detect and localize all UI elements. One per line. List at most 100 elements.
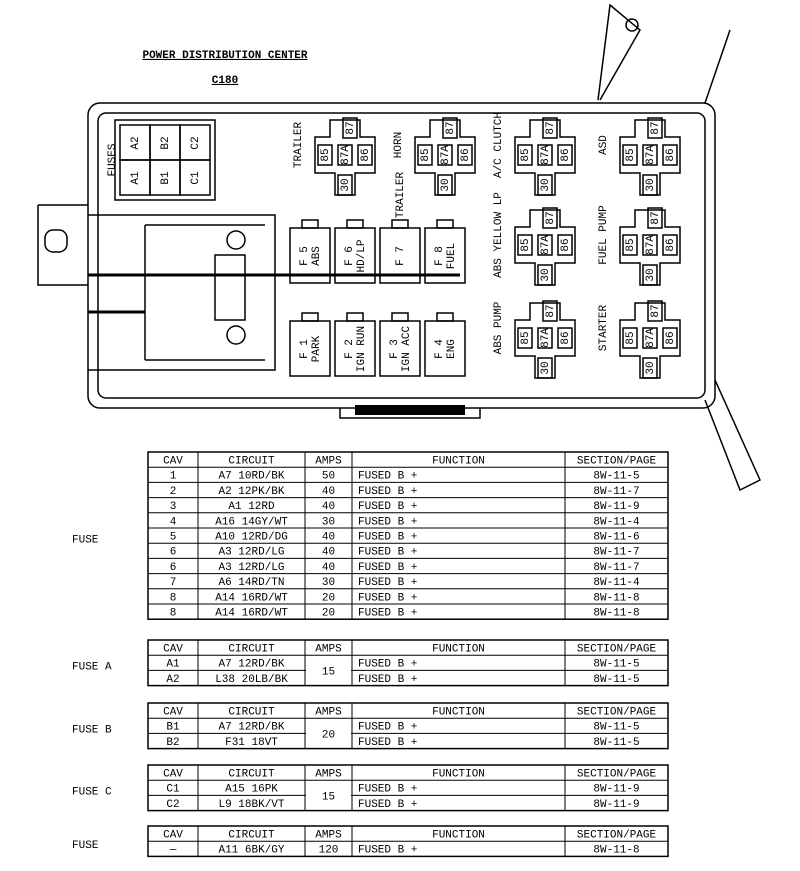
fuse-tab	[346, 219, 364, 229]
fuse-tab	[301, 219, 319, 229]
table-label: FUSE C	[72, 787, 112, 799]
col-header: CIRCUIT	[228, 707, 275, 719]
col-header: CAV	[163, 769, 183, 781]
relay-pin	[517, 144, 533, 166]
cell: —	[169, 845, 177, 857]
relay-pin-label: 87A	[540, 235, 552, 255]
relay-pin-label: 86	[560, 238, 572, 251]
cell: 5	[170, 532, 177, 544]
table-label: FUSE A	[72, 662, 112, 674]
col-header: SECTION/PAGE	[577, 830, 657, 842]
merge-mask	[306, 720, 351, 747]
cell: FUSED B +	[358, 784, 417, 796]
relay	[514, 119, 576, 196]
cell: 8W-11-9	[593, 784, 639, 796]
cell: A2 12PK/BK	[218, 486, 284, 498]
cell: A3 12RD/LG	[218, 562, 284, 574]
cell: 8W-11-5	[593, 659, 639, 671]
cell: A1	[166, 659, 180, 671]
relay-pin-label: 87A	[340, 145, 352, 165]
table-label: FUSE	[72, 535, 99, 547]
cell: 8W-11-4	[593, 577, 640, 589]
cell: 40	[322, 562, 335, 574]
relay-pin-label: 30	[645, 268, 657, 281]
cell: L9 18BK/VT	[218, 799, 284, 811]
relay-pin-label: 85	[520, 331, 532, 344]
fuse-name: ABS	[311, 246, 323, 266]
col-header: AMPS	[315, 769, 342, 781]
relay-label: A/C CLUTCH	[493, 112, 505, 178]
fuse-id: F 4	[434, 339, 446, 359]
fuse-tab	[301, 312, 319, 322]
cell: 4	[170, 516, 177, 528]
relay-pin-label: 87A	[645, 235, 657, 255]
cell: A2	[166, 674, 179, 686]
relay-pin	[542, 300, 558, 322]
cell: F31 18VT	[225, 737, 278, 749]
relay-pin-label: 30	[340, 178, 352, 191]
table	[147, 764, 669, 812]
table-label: FUSE	[72, 840, 99, 852]
fuse-name: IGN ACC	[401, 326, 413, 373]
relay-pin	[537, 174, 553, 196]
relay-pin-label: 86	[665, 331, 677, 344]
relay-pin	[622, 234, 638, 256]
relay-pin	[642, 174, 658, 196]
housing	[37, 3, 761, 492]
fuse-tab	[391, 219, 409, 229]
cell: A3 12RD/LG	[218, 547, 284, 559]
relay-pin	[542, 207, 558, 229]
relay-pin-label: 86	[360, 148, 372, 161]
cell: 8W-11-8	[593, 608, 639, 620]
fuse-id: F 7	[395, 246, 407, 266]
cell: 40	[322, 501, 335, 513]
cell: A10 12RD/DG	[215, 532, 288, 544]
relay-pin	[342, 117, 358, 139]
cell: FUSED B +	[358, 516, 417, 528]
connector: C180	[212, 75, 238, 87]
relay-pin	[622, 327, 638, 349]
relay-pin	[317, 144, 333, 166]
relay-pin	[647, 117, 663, 139]
relay-pin	[557, 144, 573, 166]
relay-pin-label: 87	[545, 304, 557, 317]
fuse-tab	[436, 312, 454, 322]
relay-pin-label: 30	[540, 268, 552, 281]
relay-pin-label: 87A	[440, 145, 452, 165]
cell: 8W-11-6	[593, 532, 639, 544]
cell: 8	[170, 592, 177, 604]
cell: B1	[166, 722, 180, 734]
table	[147, 451, 669, 620]
col-header: CAV	[163, 707, 183, 719]
cell: A15 16PK	[225, 784, 278, 796]
fuse-name: HD/LP	[356, 239, 368, 272]
cell: 8W-11-5	[593, 471, 639, 483]
cell: 8W-11-5	[593, 674, 639, 686]
fuse-tab	[346, 312, 364, 322]
cell: 15	[322, 791, 335, 803]
relay-pin-label: 87	[445, 121, 457, 134]
col-header: AMPS	[315, 644, 342, 656]
col-header: FUNCTION	[432, 707, 485, 719]
relay-pin	[517, 234, 533, 256]
relay-pin-label: 86	[560, 148, 572, 161]
cell: 120	[319, 845, 339, 857]
cell: A1 12RD	[228, 501, 275, 513]
col-header: FUNCTION	[432, 644, 485, 656]
merge-mask	[306, 782, 351, 809]
relay-pin	[647, 300, 663, 322]
cell: 8W-11-7	[593, 547, 639, 559]
mini-fuse-label: B2	[160, 136, 172, 149]
relay-pin	[662, 327, 678, 349]
cell: 20	[322, 592, 335, 604]
table-label: FUSE B	[72, 725, 112, 737]
relay-pin-label: 30	[540, 178, 552, 191]
fuse-id: F 3	[389, 339, 401, 359]
mini-fuse-label: C1	[190, 171, 202, 185]
relay-pin-label: 86	[560, 331, 572, 344]
cell: FUSED B +	[358, 737, 417, 749]
cell: A7 12RD/BK	[218, 722, 284, 734]
cell: 3	[170, 501, 177, 513]
cell: 15	[322, 666, 335, 678]
cell: FUSED B +	[358, 674, 417, 686]
